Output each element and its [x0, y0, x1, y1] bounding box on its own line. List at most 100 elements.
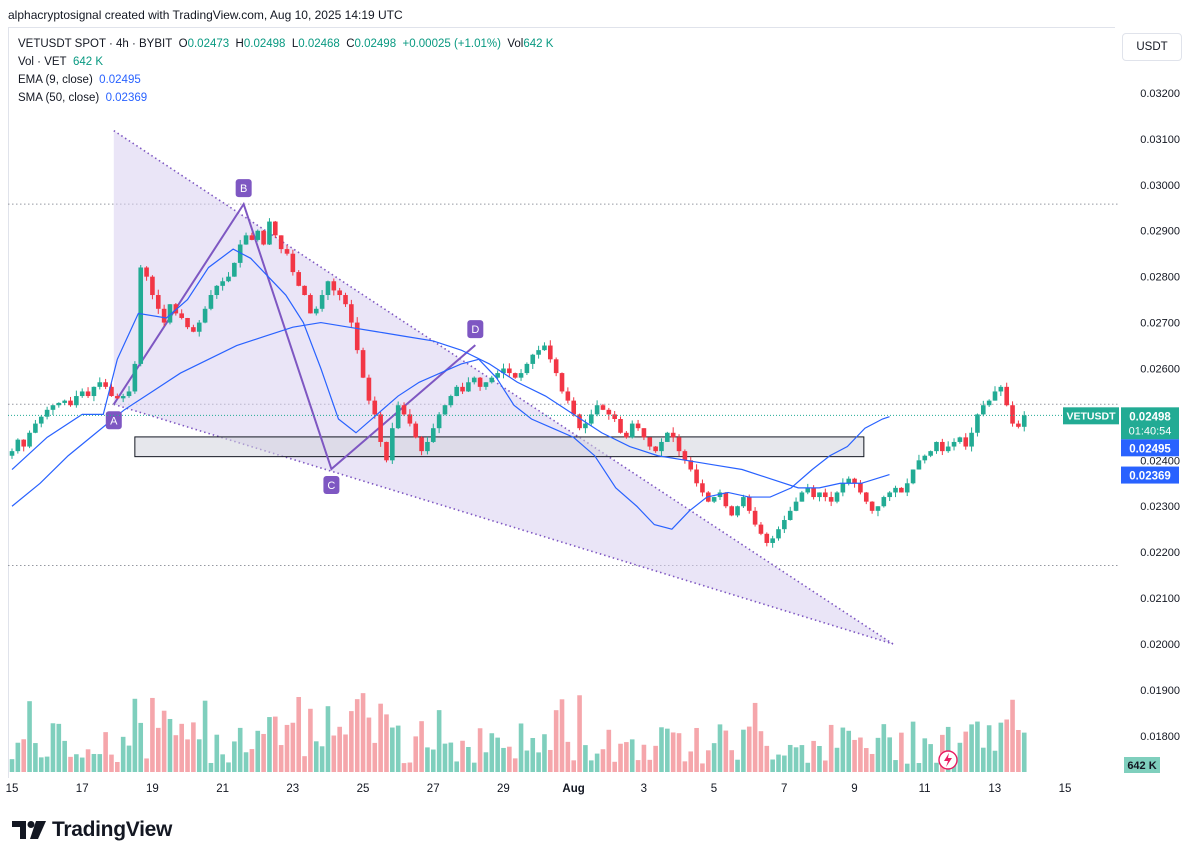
candle-body — [85, 391, 91, 397]
x-axis-tick-label: 11 — [919, 783, 931, 795]
candle-body — [805, 487, 811, 493]
chart-legend: VETUSDT SPOT · 4h · BYBIT O0.02473 H0.02… — [18, 35, 553, 107]
volume-bar — [980, 747, 986, 772]
volume-bar — [863, 748, 869, 772]
candle-body — [495, 373, 500, 378]
close-value: 0.02498 — [354, 38, 397, 50]
volume-bar — [91, 753, 97, 772]
volume-bar — [267, 717, 272, 772]
volume-bar — [840, 727, 846, 772]
candle-body — [483, 382, 489, 387]
volume-bar — [471, 762, 477, 772]
candle-body — [425, 441, 430, 452]
volume-bar — [858, 737, 863, 772]
volume-bar — [536, 752, 541, 772]
volume-bar — [711, 743, 717, 772]
sma-row[interactable]: SMA (50, close) 0.02369 — [18, 89, 553, 107]
candle-body — [378, 414, 383, 442]
pattern-point-d-label: D — [471, 324, 479, 336]
candle-body — [167, 304, 173, 323]
volume-bar — [653, 745, 658, 772]
volume-bar — [109, 754, 114, 772]
volume-bar — [828, 724, 834, 772]
candle-body — [524, 363, 530, 374]
volume-bar — [232, 741, 237, 772]
volume-bar — [659, 727, 664, 772]
ema-row[interactable]: EMA (9, close) 0.02495 — [18, 71, 553, 89]
volume-bar — [38, 757, 44, 772]
candle-body — [782, 520, 787, 530]
volume-bar — [103, 732, 108, 772]
candle-body — [68, 400, 73, 406]
candle-body — [249, 235, 255, 240]
candle-body — [811, 487, 816, 498]
candle-body — [161, 308, 167, 323]
volume-bar — [466, 746, 471, 772]
volume-bar — [530, 737, 536, 772]
volume-bar — [986, 725, 992, 772]
tradingview-logo[interactable]: TradingView — [12, 818, 172, 842]
lightning-icon-glyph — [944, 753, 952, 767]
volume-bar — [21, 739, 27, 772]
volume-bar — [629, 739, 635, 772]
volume-bar — [688, 751, 694, 772]
volume-bar — [682, 761, 688, 772]
volume-bar — [834, 747, 840, 772]
volume-bar — [963, 731, 969, 772]
volume-bar — [951, 763, 957, 772]
candle-body — [220, 281, 225, 286]
candle-body — [629, 423, 635, 438]
volume-bar — [220, 754, 225, 772]
candle-body — [103, 382, 108, 387]
chart-pane[interactable] — [8, 27, 1115, 778]
volume-bar — [904, 763, 910, 772]
high-label: H — [235, 38, 244, 50]
candle-body — [366, 377, 372, 401]
volume-bar — [1016, 729, 1021, 772]
candle-body — [594, 405, 600, 415]
candle-body — [91, 386, 97, 397]
volume-bar — [290, 722, 296, 772]
volume-bar — [565, 741, 571, 772]
volume-bar — [887, 737, 892, 772]
candle-body — [284, 249, 290, 254]
x-axis-tick-label: Aug — [562, 783, 584, 795]
candle-body — [577, 414, 582, 429]
candle-body — [647, 437, 653, 447]
open-label: O — [178, 38, 188, 50]
volume-bar — [758, 731, 764, 772]
volume-bar — [62, 740, 67, 772]
y-axis-tick-label: 0.03100 — [1140, 134, 1180, 146]
candle-body — [969, 432, 974, 447]
volume-bar — [226, 762, 231, 772]
pattern-point-b-label: B — [240, 183, 247, 195]
symbol-label[interactable]: VETUSDT SPOT · 4h · BYBIT — [18, 38, 173, 50]
candle-body — [261, 230, 266, 245]
volume-bar — [191, 722, 196, 772]
candle-body — [834, 492, 840, 502]
candle-body — [337, 290, 342, 296]
candle-body — [185, 317, 190, 328]
candle-body — [869, 501, 875, 511]
last-price-badge — [1121, 407, 1179, 440]
candle-body — [583, 423, 588, 429]
candle-body — [308, 295, 313, 314]
currency-selector[interactable]: USDT — [1122, 33, 1182, 61]
candle-body — [904, 483, 910, 493]
volume-bar — [764, 745, 770, 772]
volume-bar — [612, 761, 617, 772]
volume-bar — [524, 750, 530, 772]
candle-body — [97, 382, 103, 387]
volume-row[interactable]: Vol · VET 642 K — [18, 53, 553, 71]
volume-bar — [313, 741, 319, 772]
candle-body — [501, 368, 506, 374]
volume-bar — [161, 710, 167, 772]
volume-bar — [319, 746, 325, 772]
volume-bar — [50, 723, 56, 772]
candle-body — [951, 441, 957, 447]
candle-body — [15, 439, 21, 452]
volume-bar — [120, 736, 126, 772]
volume-bar — [665, 728, 670, 772]
candle-body — [694, 469, 699, 484]
